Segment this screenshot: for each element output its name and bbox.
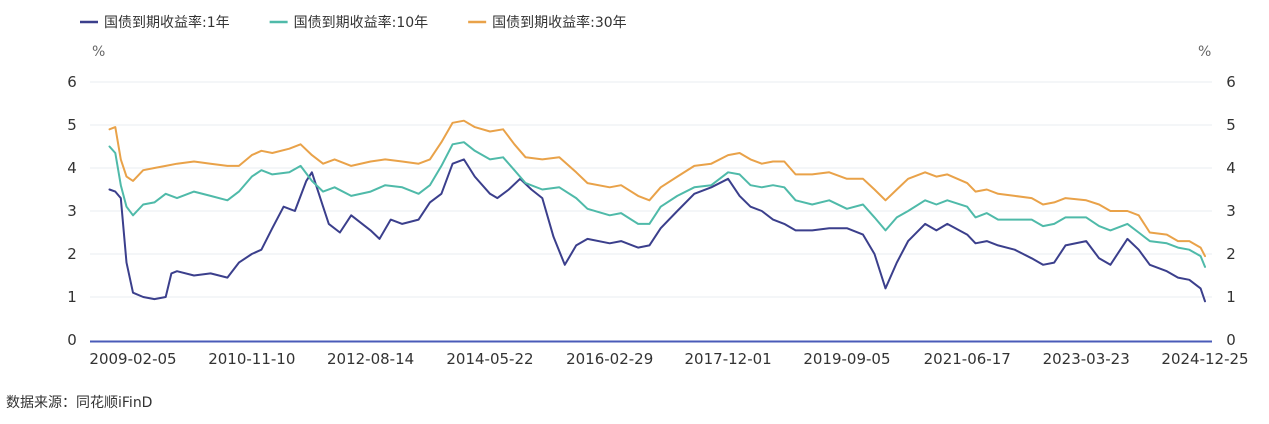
y-tick-label-left: 6 xyxy=(67,73,77,91)
y-tick-label-left: 5 xyxy=(67,116,77,134)
x-tick-label: 2009-02-05 xyxy=(89,350,176,368)
x-tick-label: 2014-05-22 xyxy=(446,350,533,368)
y-axis-unit-left: % xyxy=(92,44,105,60)
x-tick-label: 2012-08-14 xyxy=(327,350,414,368)
legend-label: 国债到期收益率:30年 xyxy=(492,14,627,31)
legend-item[interactable]: 国债到期收益率:30年 xyxy=(468,14,627,31)
y-tick-label-right: 6 xyxy=(1226,73,1236,91)
x-tick-label: 2016-02-29 xyxy=(566,350,653,368)
y-tick-label-right: 4 xyxy=(1226,159,1236,177)
grid-lines xyxy=(90,81,1212,298)
y-tick-label-left: 0 xyxy=(67,331,77,349)
y-tick-label-left: 2 xyxy=(67,245,77,263)
y-axis-unit-right: % xyxy=(1198,44,1211,60)
legend-label: 国债到期收益率:10年 xyxy=(294,14,429,31)
x-tick-label: 2021-06-17 xyxy=(924,350,1011,368)
series-line-1 xyxy=(108,158,1206,303)
series-line-2 xyxy=(108,141,1206,268)
series-line-3 xyxy=(108,119,1206,258)
y-tick-label-right: 5 xyxy=(1226,116,1236,134)
legend: 国债到期收益率:1年 国债到期收益率:10年 国债到期收益率:30年 xyxy=(80,14,627,31)
x-tick-label: 2017-12-01 xyxy=(685,350,772,368)
y-tick-label-left: 3 xyxy=(67,202,77,220)
x-axis: 2009-02-05 2010-11-10 2012-08-14 2014-05-22… xyxy=(89,340,1249,368)
x-tick-label: 2019-09-05 xyxy=(803,350,890,368)
y-tick-label-right: 2 xyxy=(1226,245,1236,263)
legend-label: 国债到期收益率:1年 xyxy=(104,14,230,31)
series-lines xyxy=(108,119,1206,303)
y-tick-label-left: 4 xyxy=(67,159,77,177)
y-axis-left: 0 1 2 3 4 5 6 xyxy=(67,73,77,349)
x-tick-label: 2023-03-23 xyxy=(1043,350,1130,368)
y-tick-label-right: 1 xyxy=(1226,288,1236,306)
source-note: 数据来源：同花顺iFinD xyxy=(6,395,153,411)
y-tick-label-right: 3 xyxy=(1226,202,1236,220)
legend-item[interactable]: 国债到期收益率:1年 xyxy=(80,14,230,31)
y-tick-label-left: 1 xyxy=(67,288,77,306)
y-tick-label-right: 0 xyxy=(1226,331,1236,349)
x-tick-label: 2024-12-25 xyxy=(1161,350,1248,368)
legend-item[interactable]: 国债到期收益率:10年 xyxy=(269,14,429,31)
x-tick-label: 2010-11-10 xyxy=(208,350,295,368)
y-axis-right: 0 1 2 3 4 5 6 xyxy=(1226,73,1236,349)
